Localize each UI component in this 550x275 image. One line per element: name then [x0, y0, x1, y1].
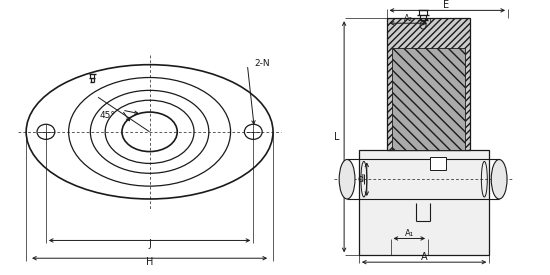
Text: A₁: A₁ — [405, 229, 414, 238]
Text: J: J — [148, 240, 151, 249]
Text: A: A — [421, 252, 427, 262]
Bar — [430, 156, 446, 170]
Text: E: E — [443, 1, 449, 10]
Ellipse shape — [339, 160, 355, 199]
Text: d: d — [358, 174, 364, 184]
Text: S: S — [435, 159, 441, 168]
Ellipse shape — [491, 160, 507, 199]
Text: A₂: A₂ — [404, 14, 413, 23]
Text: L: L — [334, 132, 340, 142]
Bar — [392, 48, 465, 150]
Text: 2-N: 2-N — [254, 59, 270, 68]
Bar — [387, 18, 470, 150]
Bar — [359, 150, 490, 255]
Text: 45°: 45° — [99, 111, 115, 120]
Text: H: H — [146, 257, 153, 267]
